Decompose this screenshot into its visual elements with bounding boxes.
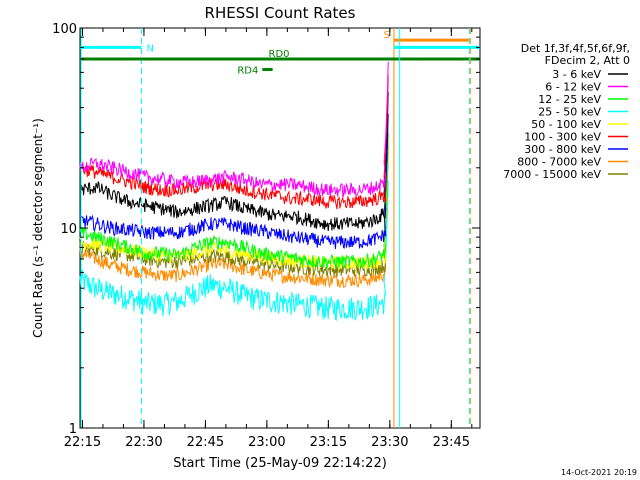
series-line-0 bbox=[79, 91, 389, 232]
series-line-2 bbox=[79, 132, 389, 269]
annotation-label-2: RD0 bbox=[269, 49, 290, 60]
legend-label-1: 6 - 12 keV bbox=[545, 81, 601, 94]
axis-ticks: 1 10 100 22:15 22:30 22:45 23:00 23:15 23:30 23:4… bbox=[52, 22, 480, 450]
legend-label-3: 25 - 50 keV bbox=[538, 106, 601, 119]
x-tick-label: 22:30 bbox=[125, 435, 162, 450]
x-tick-label: 22:45 bbox=[187, 435, 224, 450]
y-tick-label: 1 bbox=[69, 422, 77, 437]
series-line-8 bbox=[79, 144, 389, 277]
legend-label-7: 800 - 7000 keV bbox=[517, 156, 601, 169]
y-tick-label: 10 bbox=[60, 222, 77, 237]
series-line-1 bbox=[79, 61, 389, 198]
y-axis-label: Count Rate (s⁻¹ detector segment⁻¹) bbox=[31, 118, 45, 338]
annotation-label-3: RD4 bbox=[237, 66, 258, 77]
series-line-7 bbox=[79, 151, 389, 289]
legend-label-5: 100 - 300 keV bbox=[524, 131, 601, 144]
legend-label-8: 7000 - 15000 keV bbox=[503, 168, 601, 181]
x-axis-label: Start Time (25-May-09 22:14:22) bbox=[173, 456, 387, 471]
annotation-label-1: S bbox=[384, 30, 390, 41]
legend-label-0: 3 - 6 keV bbox=[552, 68, 601, 81]
x-tick-label: 23:45 bbox=[433, 435, 470, 450]
x-tick-label: 23:00 bbox=[248, 435, 285, 450]
x-tick-label: 23:15 bbox=[310, 435, 347, 450]
legend: Det 1f,3f,4f,5f,6f,9f, FDecim 2, Att 0 3… bbox=[503, 42, 630, 181]
date-stamp: 14-Oct-2021 20:19 bbox=[561, 468, 637, 477]
annotation-label-0: N bbox=[146, 43, 153, 54]
x-tick-label: 23:30 bbox=[371, 435, 408, 450]
chart-title: RHESSI Count Rates bbox=[205, 4, 356, 22]
chart-marks bbox=[79, 61, 389, 322]
legend-header-line-2: FDecim 2, Att 0 bbox=[545, 54, 630, 67]
series-line-5 bbox=[79, 75, 389, 210]
series-line-3 bbox=[79, 180, 389, 322]
series-line-6 bbox=[79, 113, 389, 250]
legend-label-6: 300 - 800 keV bbox=[524, 143, 601, 156]
legend-label-4: 50 - 100 keV bbox=[531, 118, 601, 131]
legend-label-2: 12 - 25 keV bbox=[538, 93, 601, 106]
x-tick-label: 22:15 bbox=[64, 435, 101, 450]
y-tick-label: 100 bbox=[52, 22, 77, 37]
legend-header-line-1: Det 1f,3f,4f,5f,6f,9f, bbox=[521, 42, 630, 55]
